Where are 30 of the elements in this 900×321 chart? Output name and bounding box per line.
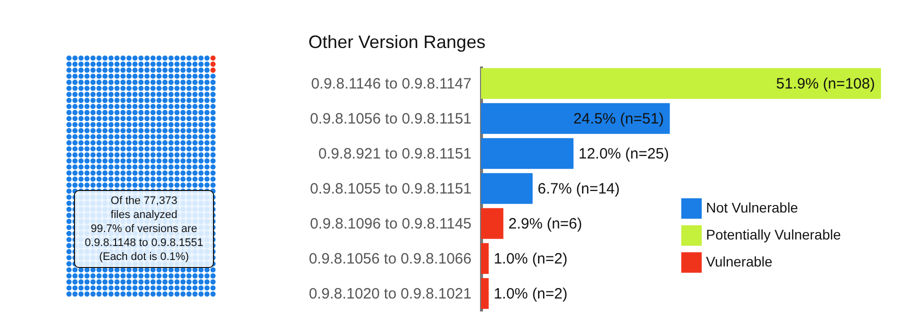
bar	[481, 173, 533, 204]
y-tick-label: 0.9.8.1055 to 0.9.8.1151	[310, 180, 472, 198]
bar	[481, 68, 881, 99]
text: 0.9.8.1148 to 0.9.8.1551	[84, 236, 204, 250]
y-tick-label: 0.9.8.1146 to 0.9.8.1147	[311, 76, 472, 92]
y-tick-label: 0.9.8.1096 to 0.9.8.1145	[310, 216, 472, 232]
bar	[481, 243, 489, 274]
bar	[481, 208, 504, 239]
data-label: 24.5% (n=51)	[573, 110, 664, 128]
data-label: 1.0% (n=2)	[494, 286, 568, 302]
legend-label: Potentially Vulnerable	[706, 226, 842, 242]
y-tick-label: 0.9.8.1056 to 0.9.8.1151	[310, 110, 472, 128]
chart-title: Other Version Ranges	[308, 32, 486, 52]
y-tick-label: 0.9.8.1056 to 0.9.8.1066	[308, 250, 472, 268]
data-label: 2.9% (n=6)	[508, 216, 582, 232]
data-label: 1.0% (n=2)	[494, 250, 568, 268]
legend-label: Not Vulnerable	[706, 200, 798, 216]
data-label: 12.0% (n=25)	[578, 146, 669, 162]
legend-label: Vulnerable	[706, 254, 773, 270]
y-tick-label: 0.9.8.1020 to 0.9.8.1021	[308, 286, 472, 302]
bar	[481, 138, 574, 169]
bar	[481, 103, 670, 134]
data-label: 51.9% (n=108)	[776, 76, 875, 92]
data-label: 6.7% (n=14)	[538, 180, 620, 198]
bar	[481, 278, 489, 309]
text: Of the 77,373	[110, 194, 178, 208]
y-tick-label: 0.9.8.921 to 0.9.8.1151	[318, 146, 472, 162]
text: 99.7% of versions are	[90, 222, 198, 236]
text: files analyzed	[110, 208, 178, 222]
text: (Each dot is 0.1%)	[98, 250, 190, 264]
